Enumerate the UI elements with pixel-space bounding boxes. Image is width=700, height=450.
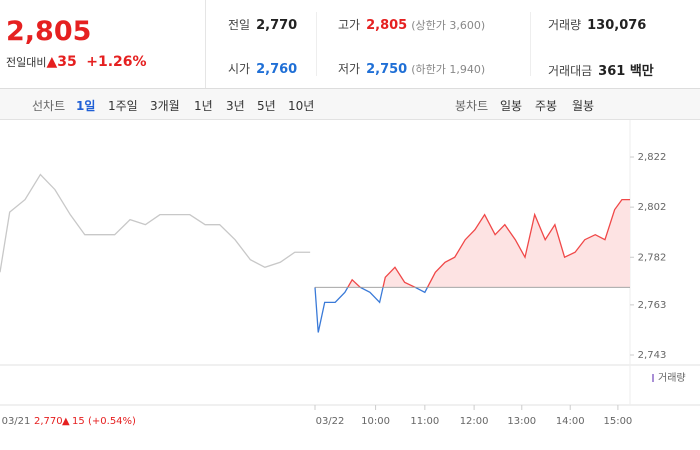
prev-up-icon: ▲ [62,416,70,427]
tab[interactable]: 1일 [76,99,96,113]
tabs: 선차트 1일 1주일 3개월 1년 3년 5년 10년 봉차트 일봉 주봉 월봉 [0,89,700,120]
y-tick-label: 2,763 [638,300,667,311]
tab-label: 봉차트 [455,99,489,113]
change-pct: +1.26% [86,54,147,70]
prev-date: 03/21 [2,416,31,427]
stat-value: 2,770 [256,18,298,33]
x-tick-label: 10:00 [361,416,390,427]
tab[interactable]: 10년 [288,99,315,113]
tab[interactable]: 주봉 [535,99,558,113]
stat-value: 130,076 [587,18,647,33]
x-tick-label: 12:00 [460,416,489,427]
stat-label: 시가 [228,62,251,76]
change-value: 35 [57,54,77,70]
volume-label: 거래량 [658,372,686,384]
tab-label: 선차트 [32,99,66,113]
tab[interactable]: 1주일 [108,99,138,113]
stat: 전일 2,770 [228,16,297,33]
tab[interactable]: 월봉 [572,99,595,113]
stat: 시가 2,760 [228,60,297,77]
prev-change: 15 [72,416,85,427]
price-box: 2,805 전일대비▲35 +1.26% [0,0,206,88]
y-tick-label: 2,782 [638,252,667,263]
header: 2,805 전일대비▲35 +1.26% 전일 2,770 고가 2,805 (상한가 … [0,0,700,89]
stat-label: 거래대금 [548,64,593,78]
stat: 거래량 130,076 [548,16,646,33]
stat: 거래대금 361 백만 [548,60,654,79]
prev-pct: (+0.54%) [88,416,136,427]
tab[interactable]: 3년 [226,99,245,113]
area [347,199,630,288]
tab[interactable]: 1년 [194,99,213,113]
stat-note: (하한가 1,940) [411,63,486,76]
price-line [314,198,630,333]
tab[interactable]: 일봉 [500,99,523,113]
x-tick-label: 14:00 [556,416,585,427]
stat: 고가 2,805 (상한가 3,600) [338,16,485,33]
price: 2,805 [6,16,92,47]
x-tick-label: 13:00 [507,416,536,427]
stat-label: 고가 [338,18,361,32]
x-tick-label: 15:00 [603,416,632,427]
stat-value: 2,750 [366,62,408,77]
price-line [0,173,311,273]
change-label: 전일대비 [6,56,47,69]
x-tick-label: 11:00 [410,416,439,427]
stat-value: 2,760 [256,62,298,77]
tab[interactable]: 5년 [257,99,276,113]
x-tick-label: 03/22 [316,416,345,427]
change: 전일대비▲35 +1.26% [6,54,147,70]
stat: 저가 2,750 (하한가 1,940) [338,60,485,77]
stat-note: (상한가 3,600) [411,19,486,32]
stat-value: 361 백만 [598,64,654,79]
volume-legend-icon [652,374,654,382]
up-icon: ▲ [46,54,58,70]
y-tick-label: 2,802 [638,202,667,213]
stat-label: 거래량 [548,18,582,32]
tab[interactable]: 3개월 [150,99,180,113]
stat-label: 저가 [338,62,361,76]
stat-value: 2,805 [366,18,408,33]
y-tick-label: 2,743 [638,350,667,361]
y-tick-label: 2,822 [638,152,667,163]
chart: 거래량 03/21 2,770 ▲ 15 (+0.54%) 2,822 2,802… [0,120,700,427]
stat-label: 전일 [228,18,251,32]
prev-price: 2,770 [34,416,63,427]
